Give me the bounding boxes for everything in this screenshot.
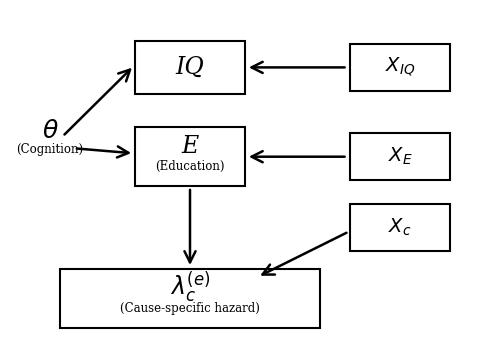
Text: $X_{IQ}$: $X_{IQ}$ <box>385 56 415 79</box>
Text: (Cause-specific hazard): (Cause-specific hazard) <box>120 302 260 315</box>
Text: (Cognition): (Cognition) <box>16 144 84 156</box>
Bar <box>350 133 450 180</box>
Text: $\lambda_c^{(e)}$: $\lambda_c^{(e)}$ <box>170 269 210 305</box>
Bar <box>60 269 320 328</box>
Text: (Education): (Education) <box>155 160 225 173</box>
Text: E: E <box>182 135 198 158</box>
Text: IQ: IQ <box>176 56 204 79</box>
Text: $X_E$: $X_E$ <box>388 146 412 167</box>
Bar <box>350 44 450 91</box>
Text: $\theta$: $\theta$ <box>42 119 58 144</box>
Bar <box>350 204 450 251</box>
Text: $X_c$: $X_c$ <box>388 217 412 238</box>
Bar <box>135 127 245 186</box>
Bar <box>135 41 245 93</box>
